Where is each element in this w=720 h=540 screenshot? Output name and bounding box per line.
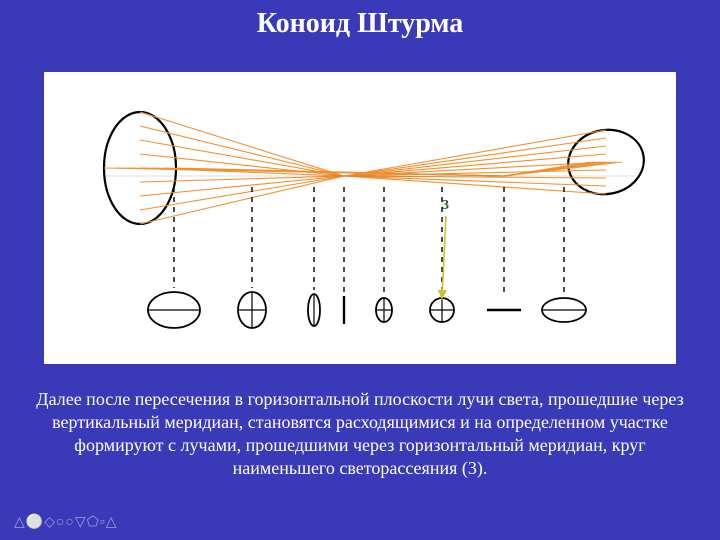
watermark: △⚪◇○○▽⬠▫△	[14, 513, 118, 530]
slide: Коноид Штурма 3 Далее после пересечения …	[0, 0, 720, 540]
slide-title: Коноид Штурма	[0, 8, 720, 40]
diagram-svg	[44, 72, 676, 364]
conoid-diagram: 3	[44, 72, 676, 364]
label-3: 3	[442, 198, 449, 214]
slide-caption: Далее после пересечения в горизонтальной…	[30, 388, 690, 480]
